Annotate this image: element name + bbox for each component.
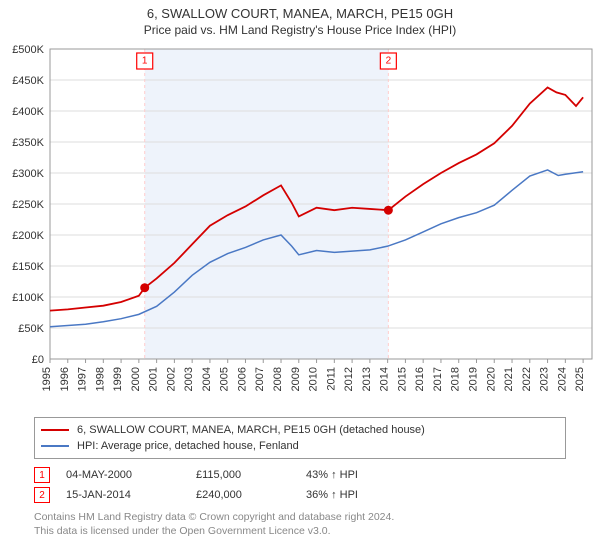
svg-text:1997: 1997 bbox=[77, 367, 89, 391]
svg-text:2003: 2003 bbox=[183, 367, 195, 391]
svg-text:2006: 2006 bbox=[236, 367, 248, 391]
sale-pct-2: 36% ↑ HPI bbox=[306, 489, 386, 501]
svg-text:2019: 2019 bbox=[467, 367, 479, 391]
svg-text:£200K: £200K bbox=[12, 230, 44, 242]
sale-price-2: £240,000 bbox=[196, 489, 306, 501]
svg-text:1999: 1999 bbox=[112, 367, 124, 391]
legend-label-hpi: HPI: Average price, detached house, Fenl… bbox=[77, 440, 299, 452]
svg-text:2022: 2022 bbox=[521, 367, 533, 391]
svg-text:2021: 2021 bbox=[503, 367, 515, 391]
chart-plot-area: £0 £50K £100K £150K £200K £250K £300K £350K £400… bbox=[0, 41, 600, 411]
svg-text:2018: 2018 bbox=[450, 367, 462, 391]
sale-date-2: 15-JAN-2014 bbox=[66, 489, 196, 501]
svg-text:2005: 2005 bbox=[219, 367, 231, 391]
svg-text:£450K: £450K bbox=[12, 75, 44, 87]
svg-text:£350K: £350K bbox=[12, 137, 44, 149]
svg-text:2004: 2004 bbox=[201, 367, 213, 391]
svg-text:£150K: £150K bbox=[12, 261, 44, 273]
legend-item-price-paid: 6, SWALLOW COURT, MANEA, MARCH, PE15 0GH… bbox=[41, 422, 559, 438]
svg-text:1998: 1998 bbox=[94, 367, 106, 391]
svg-text:2008: 2008 bbox=[272, 367, 284, 391]
svg-text:2017: 2017 bbox=[432, 367, 444, 391]
svg-text:£400K: £400K bbox=[12, 106, 44, 118]
svg-text:2001: 2001 bbox=[148, 367, 160, 391]
svg-text:2012: 2012 bbox=[343, 367, 355, 391]
svg-text:1: 1 bbox=[142, 56, 148, 67]
footer-line-1: Contains HM Land Registry data © Crown c… bbox=[34, 511, 566, 525]
chart-container: 6, SWALLOW COURT, MANEA, MARCH, PE15 0GH… bbox=[0, 0, 600, 560]
chart-title: 6, SWALLOW COURT, MANEA, MARCH, PE15 0GH bbox=[0, 0, 600, 21]
svg-text:£300K: £300K bbox=[12, 168, 44, 180]
legend-label-price-paid: 6, SWALLOW COURT, MANEA, MARCH, PE15 0GH… bbox=[77, 424, 425, 436]
svg-text:2014: 2014 bbox=[379, 367, 391, 391]
sale-marker-2: 2 bbox=[34, 487, 50, 503]
sale-table: 1 04-MAY-2000 £115,000 43% ↑ HPI 2 15-JA… bbox=[34, 465, 566, 505]
svg-text:2025: 2025 bbox=[574, 367, 586, 391]
svg-text:2000: 2000 bbox=[130, 367, 142, 391]
svg-text:2007: 2007 bbox=[254, 367, 266, 391]
svg-text:1995: 1995 bbox=[41, 367, 53, 391]
sale-row-2: 2 15-JAN-2014 £240,000 36% ↑ HPI bbox=[34, 485, 566, 505]
sale-pct-1: 43% ↑ HPI bbox=[306, 469, 386, 481]
svg-text:£50K: £50K bbox=[18, 323, 44, 335]
svg-text:2013: 2013 bbox=[361, 367, 373, 391]
footer-attribution: Contains HM Land Registry data © Crown c… bbox=[34, 511, 566, 538]
sale-row-1: 1 04-MAY-2000 £115,000 43% ↑ HPI bbox=[34, 465, 566, 485]
sale-price-1: £115,000 bbox=[196, 469, 306, 481]
svg-text:2023: 2023 bbox=[539, 367, 551, 391]
svg-text:2024: 2024 bbox=[556, 367, 568, 391]
footer-line-2: This data is licensed under the Open Gov… bbox=[34, 525, 566, 539]
svg-text:2002: 2002 bbox=[165, 367, 177, 391]
legend-swatch-price-paid bbox=[41, 429, 69, 431]
svg-text:1996: 1996 bbox=[59, 367, 71, 391]
svg-text:2011: 2011 bbox=[325, 367, 337, 391]
chart-subtitle: Price paid vs. HM Land Registry's House … bbox=[0, 21, 600, 41]
svg-text:£0: £0 bbox=[32, 354, 44, 366]
line-chart-svg: £0 £50K £100K £150K £200K £250K £300K £350K £400… bbox=[0, 41, 600, 411]
svg-text:£500K: £500K bbox=[12, 44, 44, 56]
svg-text:2010: 2010 bbox=[308, 367, 320, 391]
svg-text:2020: 2020 bbox=[485, 367, 497, 391]
legend-swatch-hpi bbox=[41, 445, 69, 447]
legend: 6, SWALLOW COURT, MANEA, MARCH, PE15 0GH… bbox=[34, 417, 566, 459]
sale-marker-1: 1 bbox=[34, 467, 50, 483]
svg-text:2009: 2009 bbox=[290, 367, 302, 391]
svg-text:£250K: £250K bbox=[12, 199, 44, 211]
sale-date-1: 04-MAY-2000 bbox=[66, 469, 196, 481]
svg-text:£100K: £100K bbox=[12, 292, 44, 304]
svg-text:2015: 2015 bbox=[396, 367, 408, 391]
svg-text:2016: 2016 bbox=[414, 367, 426, 391]
legend-item-hpi: HPI: Average price, detached house, Fenl… bbox=[41, 438, 559, 454]
svg-text:2: 2 bbox=[386, 56, 392, 67]
